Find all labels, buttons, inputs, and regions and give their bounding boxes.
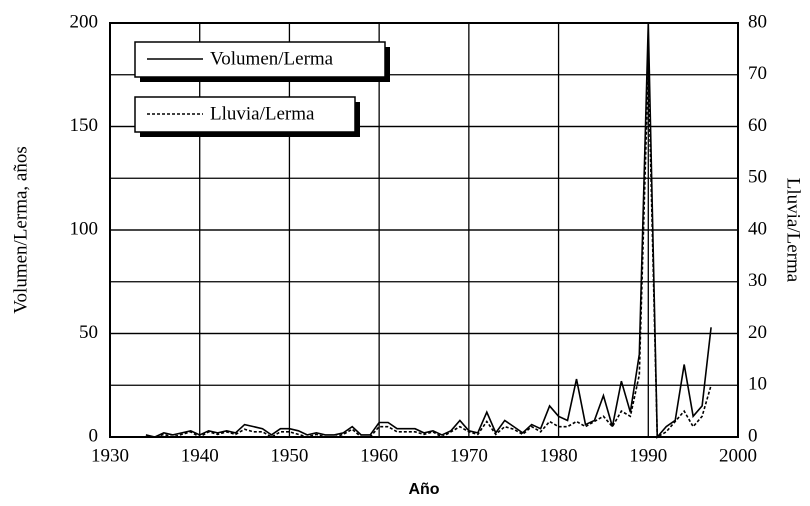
legend-box xyxy=(134,96,356,133)
y2-tick-label: 40 xyxy=(748,218,767,239)
y-tick-label: 200 xyxy=(70,11,99,32)
legend-label: Lluvia/Lerma xyxy=(210,103,315,124)
y2-tick-label: 30 xyxy=(748,270,767,291)
data-line xyxy=(145,22,712,440)
y2-tick-label: 70 xyxy=(748,63,767,84)
data-line xyxy=(145,64,712,439)
y-tick-label: 150 xyxy=(70,115,99,136)
y-tick-label: 50 xyxy=(79,322,98,343)
plot-frame xyxy=(109,22,739,438)
x-tick-label: 2000 xyxy=(719,445,757,466)
x-tick-label: 1940 xyxy=(181,445,219,466)
legend-label: Volumen/Lerma xyxy=(210,48,334,69)
y2-tick-label: 60 xyxy=(748,115,767,136)
y-tick-label: 100 xyxy=(70,218,99,239)
x-tick-label: 1980 xyxy=(540,445,578,466)
x-tick-label: 1950 xyxy=(270,445,308,466)
y-tick-label: 0 xyxy=(89,425,99,446)
x-tick-label: 1970 xyxy=(450,445,488,466)
x-tick-label: 1990 xyxy=(629,445,667,466)
y2-tick-label: 10 xyxy=(748,374,767,395)
y2-tick-label: 0 xyxy=(748,425,758,446)
y2-tick-label: 20 xyxy=(748,322,767,343)
y2-axis-label: Lluvia/Lerma xyxy=(783,178,804,283)
x-tick-label: 1960 xyxy=(360,445,398,466)
x-axis-label: Año xyxy=(408,481,439,498)
x-tick-label: 1930 xyxy=(91,445,129,466)
y2-tick-label: 80 xyxy=(748,11,767,32)
y2-tick-label: 50 xyxy=(748,167,767,188)
y-axis-label: Volumen/Lerma, años xyxy=(10,146,31,313)
